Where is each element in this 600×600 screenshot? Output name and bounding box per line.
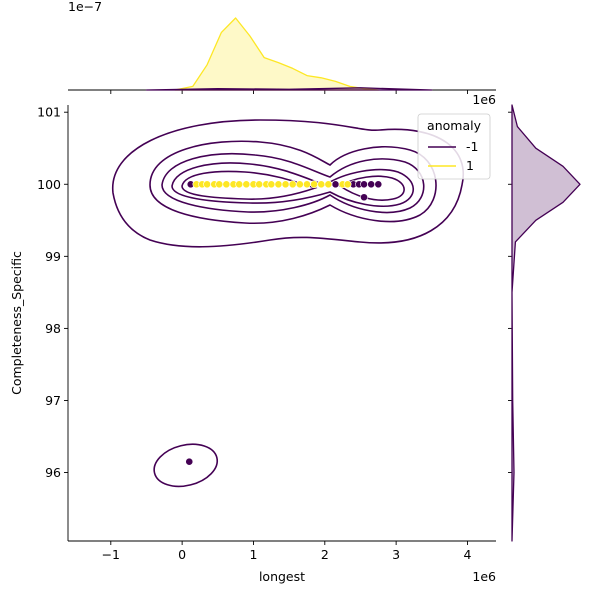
- y-tick-label: 96: [45, 465, 61, 480]
- kde-contour: [149, 140, 437, 225]
- point-anomaly-neg: [360, 193, 368, 202]
- x-tick-label: −1: [102, 547, 120, 562]
- x-axis-label: longest: [259, 569, 305, 584]
- x-offset-text: 1e6: [472, 569, 496, 584]
- point-anomaly-pos: [274, 180, 283, 189]
- point-anomaly-pos: [343, 180, 352, 189]
- marginal-x-axes: [68, 17, 496, 94]
- point-anomaly-pos: [267, 180, 276, 189]
- kde-contour: [338, 175, 405, 201]
- point-anomaly-neg: [331, 180, 340, 189]
- y-tick-label: 99: [45, 249, 61, 264]
- axis-labels: 1e−7 1e6 1e6 longest Completeness_Specif…: [9, 0, 496, 584]
- legend-label-pos: 1: [466, 158, 474, 173]
- point-anomaly-pos: [222, 180, 231, 189]
- main-axes: −1 0 1 2 3 4 96 97 98 99 100 101: [37, 105, 496, 562]
- x-tick-label: 3: [392, 547, 400, 562]
- point-anomaly-pos: [317, 180, 326, 189]
- point-anomaly-pos: [242, 180, 251, 189]
- point-anomaly-pos: [303, 180, 311, 189]
- kde-contour: [171, 162, 415, 207]
- point-anomaly-pos: [215, 180, 224, 189]
- marginal-y-density-neg: [511, 104, 581, 542]
- point-anomaly-pos: [255, 180, 264, 189]
- y-tick-label: 100: [37, 177, 61, 192]
- point-anomaly-neg: [360, 180, 368, 189]
- point-anomaly-pos: [295, 180, 304, 189]
- point-anomaly-pos: [288, 180, 297, 189]
- legend: anomaly -1 1: [417, 113, 491, 180]
- x-tick-label: 4: [463, 547, 471, 562]
- point-anomaly-pos: [281, 180, 290, 189]
- point-anomaly-pos: [203, 180, 211, 189]
- y-axis-label: Completeness_Specific: [9, 251, 24, 395]
- y-tick-label: 101: [37, 105, 61, 120]
- point-anomaly-neg: [185, 457, 194, 466]
- point-anomaly-pos: [235, 180, 244, 189]
- y-tick-label: 97: [45, 393, 61, 408]
- x-tick-label: 1: [249, 547, 257, 562]
- point-anomaly-neg: [374, 180, 383, 189]
- y-tick-label: 98: [45, 321, 61, 336]
- legend-title: anomaly: [427, 118, 482, 133]
- legend-label-neg: -1: [466, 139, 478, 154]
- marginal-x-offset-text: 1e−7: [68, 0, 102, 14]
- marginal-x-density-pos: [174, 17, 379, 91]
- kde-contour: [153, 443, 219, 488]
- x-tick-label: 0: [178, 547, 186, 562]
- x-tick-label: 2: [321, 547, 329, 562]
- kde-contour: [112, 119, 465, 248]
- marginal-x-density-neg: [145, 87, 433, 91]
- y-offset-text: 1e6: [472, 92, 496, 107]
- kde-contour: [161, 152, 425, 214]
- marginal-y-axes: [508, 104, 581, 542]
- point-anomaly-pos: [310, 180, 318, 189]
- point-anomaly-pos: [324, 180, 333, 189]
- point-anomaly-neg: [367, 180, 376, 189]
